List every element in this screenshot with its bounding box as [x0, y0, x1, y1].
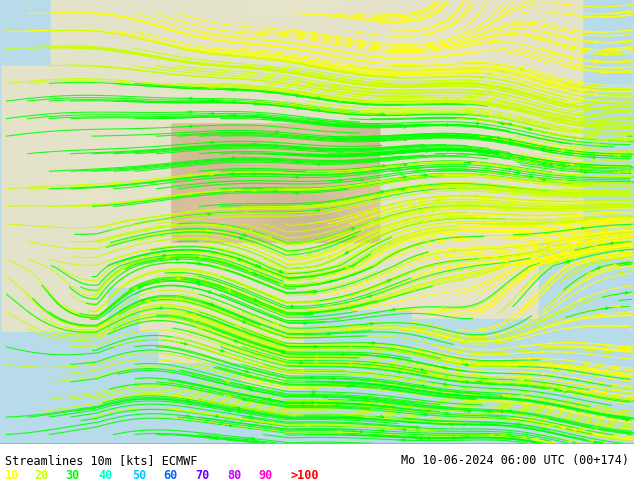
- Text: 20: 20: [35, 468, 49, 482]
- Text: 80: 80: [227, 468, 241, 482]
- Text: 10: 10: [5, 468, 19, 482]
- Text: Streamlines 10m [kts] ECMWF: Streamlines 10m [kts] ECMWF: [5, 454, 197, 466]
- Text: 40: 40: [98, 468, 112, 482]
- Text: 90: 90: [259, 468, 273, 482]
- Text: 60: 60: [164, 468, 178, 482]
- Text: Mo 10-06-2024 06:00 UTC (00+174): Mo 10-06-2024 06:00 UTC (00+174): [401, 454, 629, 466]
- Text: >100: >100: [290, 468, 319, 482]
- Text: 70: 70: [195, 468, 209, 482]
- Text: 50: 50: [132, 468, 146, 482]
- Text: 30: 30: [65, 468, 79, 482]
